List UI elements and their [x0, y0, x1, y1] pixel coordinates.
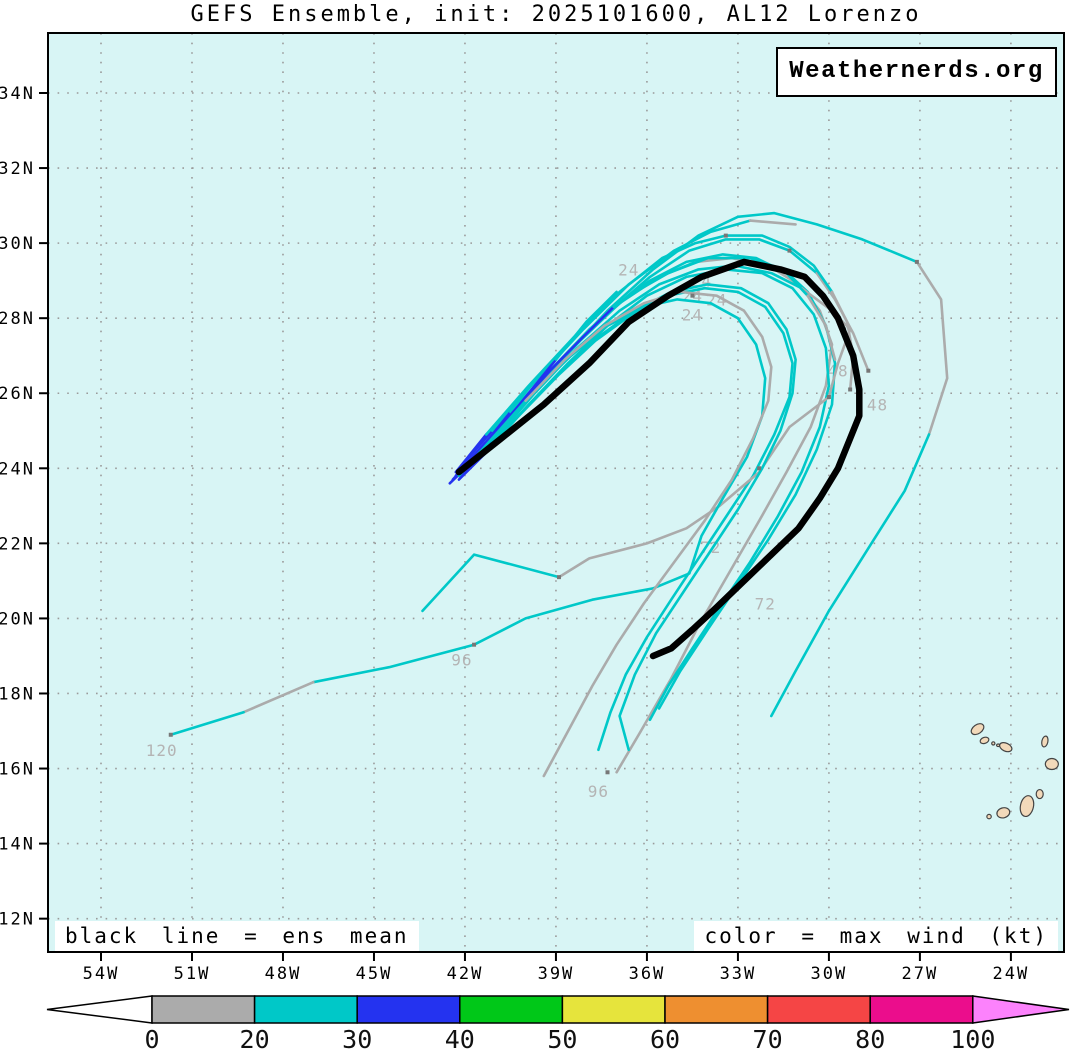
- position-dot: [472, 642, 477, 647]
- colorbar-tick-label: 40: [445, 1025, 475, 1051]
- island: [1044, 757, 1059, 771]
- x-tick-label: 33W: [720, 964, 757, 984]
- position-dot: [787, 248, 792, 253]
- x-tick-label: 42W: [447, 964, 484, 984]
- y-tick-label: 30N: [0, 234, 35, 254]
- ensemble-member-track: [421, 553, 561, 613]
- colorbar-overflow-arrow: [972, 995, 1070, 1024]
- position-dot: [826, 394, 831, 399]
- colorbar-segment: [253, 995, 358, 1024]
- colorbar-segment: [766, 995, 871, 1024]
- ensemble-member-track: [748, 219, 797, 226]
- island: [986, 813, 992, 820]
- colorbar-tick-label: 70: [753, 1025, 783, 1051]
- ensemble-member-track: [169, 710, 245, 737]
- chart-title: GEFS Ensemble, init: 2025101600, AL12 Lo…: [190, 2, 922, 27]
- colorbar-tick-label: 100: [950, 1025, 995, 1051]
- x-tick-label: 48W: [265, 964, 302, 984]
- watermark-box: Weathernerds.org: [776, 47, 1057, 97]
- x-tick-label: 27W: [902, 964, 939, 984]
- position-dot: [848, 387, 853, 392]
- forecast-hour-label: 120: [146, 741, 178, 760]
- position-dot: [556, 575, 561, 580]
- x-tick-label: 51W: [174, 964, 211, 984]
- x-tick-label: 36W: [629, 964, 666, 984]
- x-tick-label: 30W: [811, 964, 848, 984]
- forecast-hour-label: 72: [755, 594, 776, 613]
- position-dot: [757, 466, 762, 471]
- ens-mean-note: black line = ens mean: [55, 921, 419, 951]
- colorbar-tick-label: 80: [855, 1025, 885, 1051]
- y-tick-label: 24N: [0, 459, 35, 479]
- ensemble-member-track: [242, 680, 315, 714]
- colorbar-tick-label: 50: [547, 1025, 577, 1051]
- ensemble-mean-track: [455, 258, 863, 660]
- y-tick-label: 20N: [0, 609, 35, 629]
- position-dot: [168, 732, 173, 737]
- ensemble-member-track: [806, 294, 837, 361]
- y-tick-label: 34N: [0, 84, 35, 104]
- y-tick-label: 14N: [0, 835, 35, 855]
- ensemble-member-track: [311, 298, 767, 684]
- forecast-hour-label: 48: [827, 362, 848, 381]
- ensemble-member-track: [454, 433, 488, 474]
- colorbar-segment: [459, 995, 564, 1024]
- island: [970, 723, 985, 736]
- position-dot: [605, 770, 610, 775]
- y-tick-label: 28N: [0, 309, 35, 329]
- ensemble-member-track: [830, 290, 855, 391]
- position-dot: [723, 233, 728, 238]
- forecast-hour-label: 48: [867, 395, 888, 414]
- x-tick-label: 24W: [993, 964, 1030, 984]
- island: [1019, 795, 1035, 818]
- ensemble-member-track: [451, 305, 615, 481]
- colorbar-segment: [869, 995, 974, 1024]
- forecast-hour-label: 24: [682, 305, 703, 324]
- colorbar-segment: [151, 995, 256, 1024]
- ensemble-member-track: [484, 234, 834, 436]
- ensemble-member-track: [487, 283, 797, 752]
- y-tick-label: 12N: [0, 910, 35, 930]
- x-tick-label: 45W: [356, 964, 393, 984]
- x-tick-label: 54W: [83, 964, 120, 984]
- island: [996, 807, 1011, 819]
- colorbar-segment: [664, 995, 769, 1024]
- colorbar-tick-label: 0: [144, 1025, 159, 1051]
- x-tick-label: 39W: [538, 964, 575, 984]
- colorbar-underflow-arrow: [46, 995, 153, 1024]
- ensemble-member-track: [915, 260, 949, 436]
- colorbar-segment: [356, 995, 461, 1024]
- forecast-hour-label: 96: [588, 782, 609, 801]
- ensemble-member-track: [484, 286, 794, 752]
- position-dot: [914, 259, 919, 264]
- island: [1041, 735, 1049, 748]
- ensemble-member-track: [524, 290, 773, 778]
- wind-color-note: color = max wind (kt): [694, 921, 1058, 951]
- colorbar-tick-label: 20: [240, 1025, 270, 1051]
- y-tick-label: 16N: [0, 760, 35, 780]
- colorbar-segment: [561, 995, 666, 1024]
- colorbar-tick-label: 60: [650, 1025, 680, 1051]
- island: [979, 736, 990, 745]
- position-dot: [866, 368, 871, 373]
- forecast-hour-label: 96: [451, 651, 472, 670]
- ensemble-member-track: [769, 433, 931, 718]
- y-tick-label: 26N: [0, 384, 35, 404]
- y-tick-label: 18N: [0, 684, 35, 704]
- colorbar-tick-label: 30: [342, 1025, 372, 1051]
- ocean-background: [48, 33, 1064, 952]
- y-tick-label: 32N: [0, 159, 35, 179]
- island: [1035, 788, 1044, 800]
- forecast-hour-label: 24: [618, 260, 639, 279]
- position-dot: [690, 293, 695, 298]
- y-tick-label: 22N: [0, 534, 35, 554]
- island: [999, 741, 1013, 753]
- island: [991, 741, 996, 746]
